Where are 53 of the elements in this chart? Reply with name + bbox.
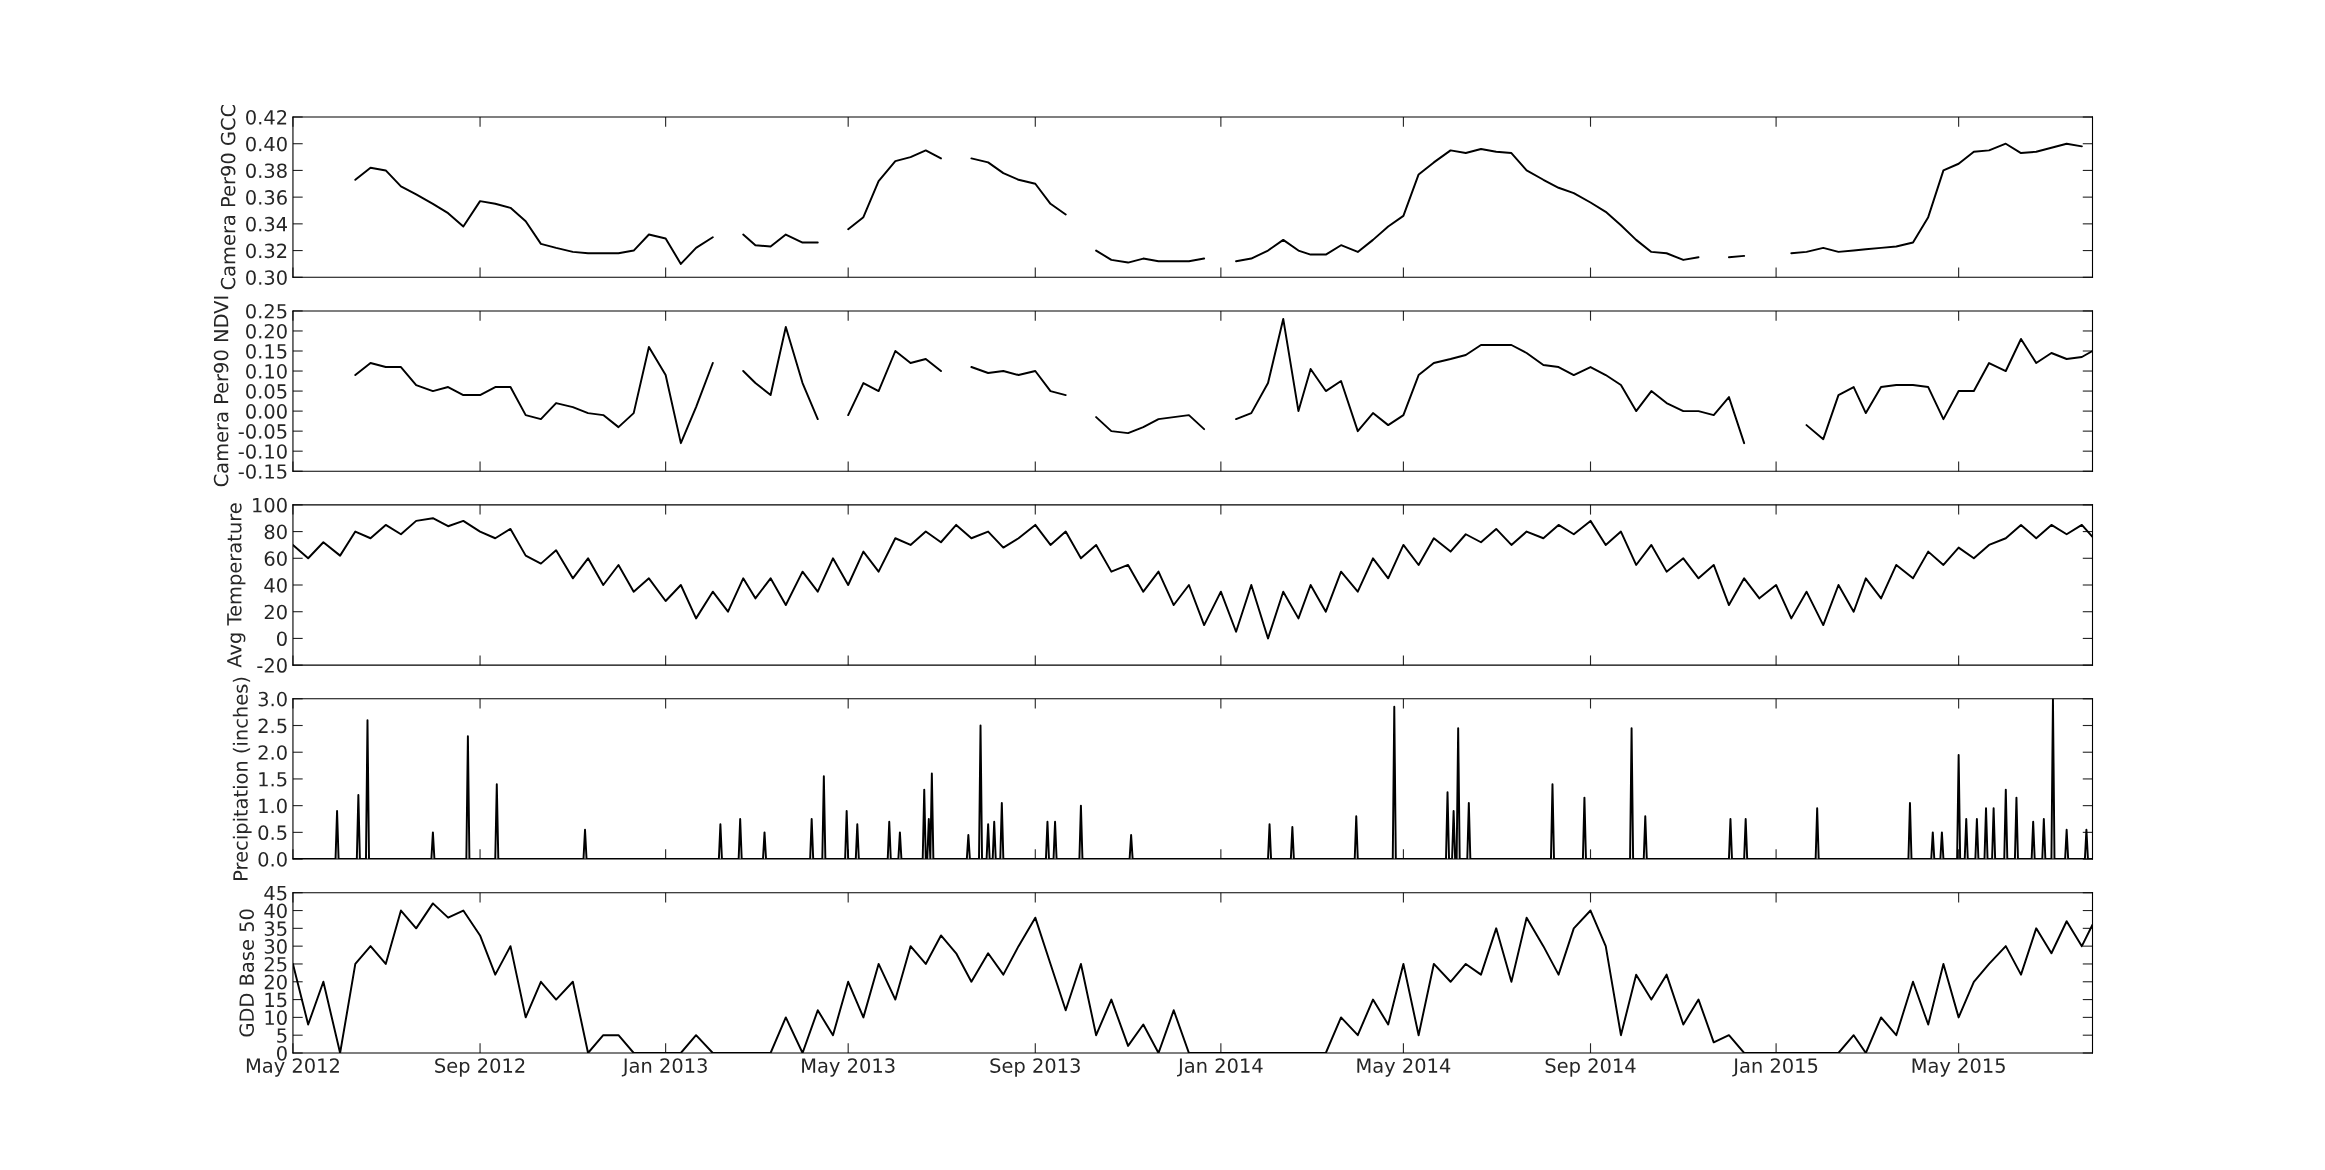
y-tick-label: -20 — [257, 658, 287, 673]
y-tick-label: 1.5 — [259, 772, 287, 787]
y-axis-title: Camera Per90 NDVI — [213, 296, 229, 487]
y-tick-label: 20 — [264, 604, 287, 620]
x-tick-label: Sep 2014 — [1545, 1058, 1636, 1077]
y-tick-label: 35 — [264, 921, 287, 937]
y-tick-label: 0.40 — [246, 136, 287, 152]
y-tick-label: 0.34 — [246, 216, 287, 232]
x-tick-label: May 2015 — [1912, 1058, 2005, 1077]
y-tick-label: 2.0 — [258, 745, 287, 760]
y-tick-label: 30 — [264, 939, 287, 954]
y-axis-title: Precipitation (inches) — [232, 677, 252, 880]
y-tick-label: 0.30 — [246, 270, 287, 285]
y-tick-label: -0.05 — [238, 424, 287, 439]
y-tick-label: 0.36 — [246, 190, 287, 205]
x-tick-label: May 2013 — [802, 1058, 895, 1077]
x-tick-label: Sep 2012 — [435, 1058, 525, 1077]
y-axis-title: Camera Per90 GCC — [220, 104, 236, 290]
x-tick-label: May 2014 — [1357, 1058, 1451, 1077]
x-tick-label: Jan 2013 — [621, 1058, 707, 1077]
y-tick-label: -0.10 — [238, 444, 287, 459]
y-tick-label: 0.5 — [258, 825, 287, 841]
y-tick-label: 0 — [277, 631, 287, 647]
y-axis-title: GDD Base 50 — [239, 909, 255, 1037]
y-tick-label: 100 — [253, 497, 287, 513]
y-tick-label: 40 — [264, 903, 287, 919]
y-tick-label: 2.5 — [258, 718, 287, 734]
y-tick-label: 60 — [264, 551, 287, 566]
y-tick-label: 10 — [265, 1010, 287, 1026]
y-tick-label: 0.42 — [246, 109, 287, 125]
y-tick-label: 0.10 — [246, 363, 287, 379]
y-tick-label: 0.0 — [258, 852, 287, 867]
x-tick-label: Jan 2015 — [1732, 1058, 1818, 1077]
y-tick-label: 5 — [277, 1028, 287, 1043]
y-tick-label: 25 — [264, 956, 287, 972]
y-tick-label: 3.0 — [258, 691, 287, 707]
y-tick-label: 80 — [264, 524, 287, 540]
y-tick-label: 0.32 — [246, 243, 287, 259]
y-tick-label: 0.00 — [246, 404, 287, 419]
y-tick-label: 0.15 — [246, 343, 287, 359]
y-tick-label: 45 — [264, 885, 287, 901]
y-tick-label: 0.05 — [246, 384, 287, 399]
y-tick-label: 20 — [264, 974, 287, 990]
y-tick-label: 0.38 — [246, 163, 287, 179]
y-axis-title: Avg Temperature — [227, 503, 246, 668]
x-tick-label: Jan 2014 — [1177, 1058, 1263, 1077]
y-tick-label: -0.15 — [238, 464, 287, 479]
y-tick-label: 1.0 — [259, 798, 287, 814]
y-tick-label: 0.25 — [246, 303, 287, 319]
y-tick-label: 40 — [264, 577, 287, 593]
y-tick-label: 15 — [265, 992, 287, 1008]
y-tick-label: 0.20 — [246, 323, 287, 339]
x-tick-label: Sep 2013 — [990, 1058, 1080, 1077]
